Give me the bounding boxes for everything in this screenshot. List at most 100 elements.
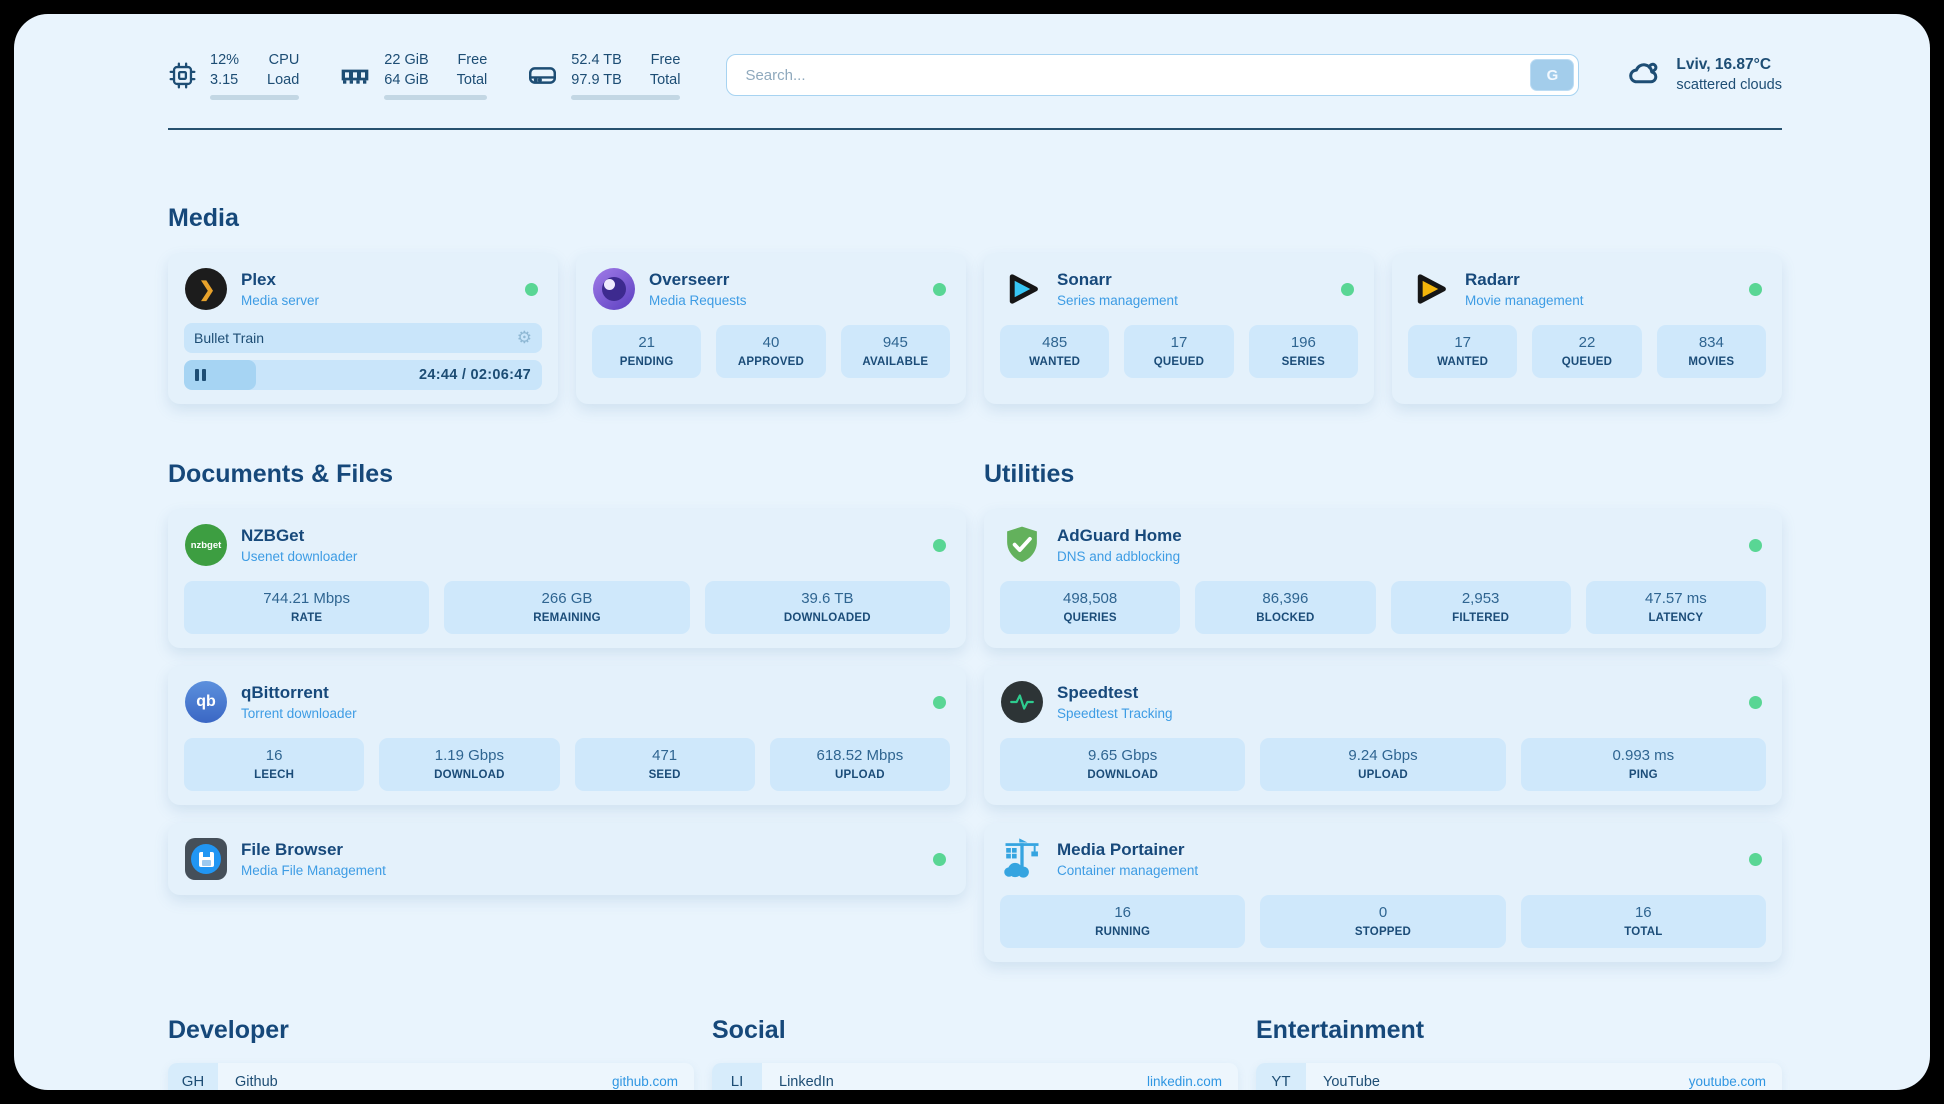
section-title-media: Media: [168, 204, 239, 232]
stat-rate: 744.21 Mbps RATE: [184, 581, 430, 634]
stat-available: 945 AVAILABLE: [840, 325, 950, 378]
pause-icon[interactable]: [195, 369, 206, 381]
app-card-radarr[interactable]: Radarr Movie management 17 WANTED 22 QUEUE…: [1392, 253, 1782, 404]
app-card-filebrowser[interactable]: File Browser Media File Management: [168, 823, 966, 895]
app-title: File Browser: [241, 840, 344, 859]
stat-leech: 16 LEECH: [184, 738, 365, 791]
bookmark-name: YouTube: [1323, 1073, 1380, 1090]
stat-upload: 618.52 Mbps UPLOAD: [769, 738, 950, 791]
bookmark-github[interactable]: GH Github github.com: [168, 1063, 694, 1090]
app-title: Sonarr: [1057, 270, 1112, 289]
bookmark-abbr: YT: [1256, 1063, 1306, 1090]
app-subtitle: Torrent downloader: [241, 706, 357, 721]
weather-location-temp: Lviv, 16.87°C: [1676, 55, 1772, 73]
bookmark-linkedin[interactable]: LI LinkedIn linkedin.com: [712, 1063, 1238, 1090]
cpu-widget: 12% 3.15 CPU Load: [168, 50, 300, 100]
search-input[interactable]: [726, 54, 1580, 96]
plex-icon: ❯: [184, 267, 228, 311]
stat-running: 16 RUNNING: [1000, 895, 1246, 948]
bookmark-abbr: LI: [712, 1063, 762, 1090]
cpu-progress-bar: [210, 95, 300, 100]
playback-progress-bar[interactable]: 24:44 / 02:06:47: [184, 360, 542, 390]
stat-filtered: 2,953 FILTERED: [1390, 581, 1571, 634]
app-card-plex[interactable]: ❯ Plex Media server Bullet Train ⚙ 24:44…: [168, 253, 558, 404]
stat-queries: 498,508 QUERIES: [1000, 581, 1181, 634]
disk-total-label: Total: [649, 72, 681, 88]
section-title-utilities: Utilities: [984, 460, 1075, 488]
stat-wanted: 17 WANTED: [1408, 325, 1518, 378]
app-title: AdGuard Home: [1057, 526, 1182, 545]
app-title: NZBGet: [241, 526, 305, 545]
app-card-portainer[interactable]: Media Portainer Container management 16 R…: [984, 823, 1782, 962]
stat-downloaded: 39.6 TB DOWNLOADED: [704, 581, 950, 634]
utilities-section: Utilities AdGuard Home DNS and adblockin…: [984, 460, 1782, 962]
app-subtitle: Media server: [241, 293, 320, 308]
weather-widget: Lviv, 16.87°C scattered clouds: [1625, 54, 1782, 97]
stat-queued: 17 QUEUED: [1124, 325, 1234, 378]
disk-total-value: 97.9 TB: [571, 72, 622, 88]
disk-free-value: 52.4 TB: [571, 52, 622, 68]
overseerr-icon: [592, 267, 636, 311]
stat-wanted: 485 WANTED: [1000, 325, 1110, 378]
app-title: Speedtest: [1057, 683, 1139, 702]
section-title-social: Social: [712, 1016, 786, 1044]
bookmark-url[interactable]: github.com: [611, 1074, 678, 1089]
stat-blocked: 86,396 BLOCKED: [1195, 581, 1376, 634]
app-card-speedtest[interactable]: Speedtest Speedtest Tracking 9.65 Gbps DO…: [984, 666, 1782, 805]
app-card-qbittorrent[interactable]: qb qBittorrent Torrent downloader 16 LEEC…: [168, 666, 966, 805]
stat-movies: 834 MOVIES: [1656, 325, 1766, 378]
media-section: Media ❯ Plex Media server Bullet Train ⚙: [168, 204, 1782, 404]
playback-time: 24:44 / 02:06:47: [418, 367, 531, 383]
app-subtitle: Container management: [1057, 863, 1199, 878]
stat-seed: 471 SEED: [574, 738, 755, 791]
status-dot: [933, 282, 946, 296]
stat-upload: 9.24 Gbps UPLOAD: [1260, 738, 1506, 791]
section-title-documents: Documents & Files: [168, 460, 394, 488]
app-title: qBittorrent: [241, 683, 329, 702]
cpu-icon: [168, 61, 197, 90]
app-subtitle: Media Requests: [649, 293, 747, 308]
app-card-sonarr[interactable]: Sonarr Series management 485 WANTED 17 QUE…: [984, 253, 1374, 404]
status-dot: [1749, 695, 1762, 709]
app-title: Overseerr: [649, 270, 730, 289]
app-card-adguard[interactable]: AdGuard Home DNS and adblocking 498,508 Q…: [984, 509, 1782, 648]
app-subtitle: DNS and adblocking: [1057, 549, 1181, 564]
disk-progress-bar: [571, 95, 681, 100]
stat-latency: 47.57 ms LATENCY: [1585, 581, 1766, 634]
bookmark-name: LinkedIn: [779, 1073, 834, 1090]
system-widgets: 12% 3.15 CPU Load: [168, 50, 681, 100]
stat-ping: 0.993 ms PING: [1520, 738, 1766, 791]
memory-icon: [339, 59, 371, 91]
app-card-overseerr[interactable]: Overseerr Media Requests 21 PENDING 40 APP…: [576, 253, 966, 404]
memory-free-value: 22 GiB: [384, 52, 429, 68]
filebrowser-icon: [184, 837, 228, 881]
memory-total-value: 64 GiB: [384, 72, 429, 88]
bookmark-name: Github: [235, 1073, 278, 1090]
status-dot: [1341, 282, 1354, 296]
app-title: Media Portainer: [1057, 840, 1185, 859]
stat-download: 1.19 Gbps DOWNLOAD: [379, 738, 560, 791]
bookmark-group-entertainment: Entertainment YT YouTube youtube.com NF …: [1256, 1016, 1782, 1090]
memory-total-label: Total: [456, 72, 488, 88]
bookmark-youtube[interactable]: YT YouTube youtube.com: [1256, 1063, 1782, 1090]
search-engine-button[interactable]: G: [1530, 59, 1575, 91]
cpu-usage-label: CPU: [268, 52, 300, 68]
search-bar: G: [726, 54, 1580, 96]
stat-series: 196 SERIES: [1248, 325, 1358, 378]
status-dot: [1749, 852, 1762, 866]
bookmark-url[interactable]: youtube.com: [1688, 1074, 1766, 1089]
player-settings-icon[interactable]: ⚙: [516, 328, 532, 347]
bookmark-url[interactable]: linkedin.com: [1146, 1074, 1222, 1089]
top-bar: 12% 3.15 CPU Load: [168, 50, 1782, 100]
section-title-developer: Developer: [168, 1016, 289, 1044]
bookmark-group-developer: Developer GH Github github.com SO StackO…: [168, 1016, 694, 1090]
stat-download: 9.65 Gbps DOWNLOAD: [1000, 738, 1246, 791]
stat-remaining: 266 GB REMAINING: [444, 581, 690, 634]
cloud-icon: [1625, 54, 1663, 97]
app-card-nzbget[interactable]: nzbget NZBGet Usenet downloader 744.21 M…: [168, 509, 966, 648]
adguard-icon: [1000, 523, 1044, 567]
memory-widget: 22 GiB 64 GiB Free Total: [339, 50, 488, 100]
memory-free-label: Free: [457, 52, 488, 68]
speedtest-icon: [1000, 680, 1044, 724]
disk-free-label: Free: [650, 52, 681, 68]
